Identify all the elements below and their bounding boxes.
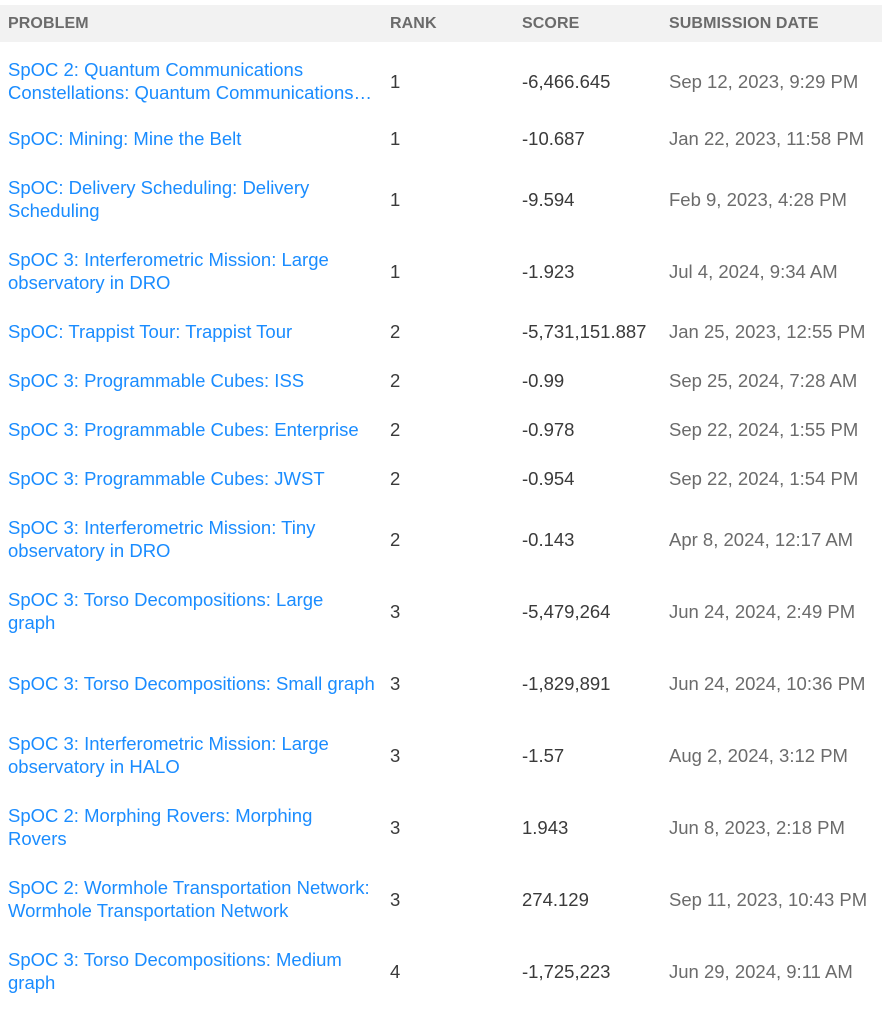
leaderboard-table: PROBLEM RANK SCORE SUBMISSION DATE SpOC …	[0, 5, 882, 1007]
cell-score: -0.143	[522, 528, 575, 550]
cell-problem: SpOC 2: Morphing Rovers: Morphing Rovers	[0, 791, 383, 863]
column-header-score[interactable]: SCORE	[522, 14, 580, 32]
column-header-problem[interactable]: PROBLEM	[8, 14, 89, 32]
cell-score: 274.129	[522, 888, 589, 910]
problem-link[interactable]: SpOC 2: Wormhole Transportation Network:…	[8, 877, 370, 921]
table-row: SpOC 3: Torso Decompositions: Small grap…	[0, 647, 882, 719]
problem-link[interactable]: SpOC 3: Torso Decompositions: Small grap…	[8, 672, 375, 694]
table-row: SpOC 2: Wormhole Transportation Network:…	[0, 863, 882, 935]
cell-rank: 2	[390, 419, 401, 440]
cell-problem: SpOC 2: Quantum Communications Constella…	[0, 42, 383, 114]
cell-problem: SpOC 3: Torso Decompositions: Large grap…	[0, 575, 383, 647]
cell-submission-date: Sep 25, 2024, 7:28 AM	[669, 370, 858, 391]
cell-problem: SpOC 3: Torso Decompositions: Small grap…	[0, 647, 383, 719]
table-row: SpOC: Mining: Mine the Belt 1 -10.687 Jan 2…	[0, 114, 882, 163]
cell-rank: 2	[390, 321, 401, 342]
table-header-row: PROBLEM RANK SCORE SUBMISSION DATE	[0, 5, 882, 42]
problem-link[interactable]: SpOC 3: Torso Decompositions: Large grap…	[8, 589, 324, 633]
cell-problem: SpOC 2: Wormhole Transportation Network:…	[0, 863, 383, 935]
cell-problem: SpOC: Trappist Tour: Trappist Tour	[0, 307, 383, 356]
cell-problem: SpOC 3: Interferometric Mission: Tiny ob…	[0, 503, 383, 575]
problem-link[interactable]: SpOC 3: Interferometric Mission: Large o…	[8, 249, 329, 293]
cell-problem: SpOC 3: Programmable Cubes: ISS	[0, 356, 383, 405]
column-header-submission-date[interactable]: SUBMISSION DATE	[669, 14, 819, 32]
cell-problem: SpOC: Delivery Scheduling: Delivery Sche…	[0, 163, 383, 235]
cell-problem: SpOC 3: Programmable Cubes: JWST	[0, 454, 383, 503]
cell-rank: 1	[390, 188, 401, 210]
cell-rank: 3	[390, 744, 401, 766]
cell-score: -5,479,264	[522, 600, 611, 622]
cell-score: -0.954	[522, 468, 575, 489]
table-row: SpOC 3: Programmable Cubes: Enterprise 2 -…	[0, 405, 882, 454]
table-row: SpOC 2: Morphing Rovers: Morphing Rovers…	[0, 791, 882, 863]
cell-score: -1.57	[522, 744, 565, 766]
cell-problem: SpOC 3: Programmable Cubes: Enterprise	[0, 405, 383, 454]
problem-link[interactable]: SpOC 2: Quantum Communications Constella…	[8, 59, 354, 103]
cell-score: -1,725,223	[522, 960, 611, 982]
cell-submission-date: Jun 24, 2024, 10:36 PM	[669, 672, 866, 694]
cell-score: -6,466.645	[522, 70, 611, 92]
cell-submission-date: Aug 2, 2024, 3:12 PM	[669, 744, 848, 766]
cell-score: -10.687	[522, 128, 585, 149]
cell-problem: SpOC 3: Interferometric Mission: Large o…	[0, 719, 383, 791]
table-row: SpOC 3: Interferometric Mission: Large o…	[0, 235, 882, 307]
problem-link[interactable]: SpOC: Mining: Mine the Belt	[8, 128, 242, 149]
problem-link[interactable]: SpOC 3: Programmable Cubes: Enterprise	[8, 419, 359, 440]
cell-rank: 2	[390, 528, 401, 550]
table-row: SpOC 3: Interferometric Mission: Large o…	[0, 719, 882, 791]
cell-rank: 3	[390, 672, 401, 694]
cell-submission-date: Sep 12, 2023, 9:29 PM	[669, 70, 859, 92]
problem-link[interactable]: SpOC 3: Interferometric Mission: Tiny ob…	[8, 517, 316, 561]
cell-rank: 4	[390, 960, 401, 982]
cell-submission-date: Jan 22, 2023, 11:58 PM	[669, 128, 865, 149]
cell-score: -1.923	[522, 260, 575, 282]
table-row: SpOC 3: Torso Decompositions: Medium gra…	[0, 935, 882, 1007]
cell-problem: SpOC: Mining: Mine the Belt	[0, 114, 383, 163]
cell-rank: 2	[390, 468, 401, 489]
table-row: SpOC 3: Programmable Cubes: ISS 2 -0.99 Sep…	[0, 356, 882, 405]
problem-link[interactable]: SpOC 3: Programmable Cubes: JWST	[8, 468, 325, 489]
cell-submission-date: Jun 24, 2024, 2:49 PM	[669, 600, 856, 622]
cell-score: -1,829,891	[522, 672, 611, 694]
cell-submission-date: Apr 8, 2024, 12:17 AM	[669, 528, 854, 550]
cell-submission-date: Jun 29, 2024, 9:11 AM	[669, 960, 853, 982]
cell-rank: 2	[390, 370, 401, 391]
cell-submission-date: Jul 4, 2024, 9:34 AM	[669, 260, 838, 282]
cell-rank: 3	[390, 600, 401, 622]
cell-score: 1.943	[522, 816, 569, 838]
problem-link[interactable]: SpOC 2: Morphing Rovers: Morphing Rovers	[8, 805, 313, 849]
problem-link[interactable]: SpOC 3: Programmable Cubes: ISS	[8, 370, 305, 391]
cell-score: -0.978	[522, 419, 575, 440]
cell-rank: 3	[390, 888, 401, 910]
cell-submission-date: Sep 22, 2024, 1:55 PM	[669, 419, 859, 440]
cell-score: -0.99	[522, 370, 565, 391]
table-row: SpOC 3: Programmable Cubes: JWST 2 -0.954 S…	[0, 454, 882, 503]
cell-rank: 1	[390, 260, 401, 282]
cell-score: -5,731,151.887	[522, 321, 647, 342]
problem-link[interactable]: SpOC: Delivery Scheduling: Delivery Sche…	[8, 177, 310, 221]
cell-submission-date: Jan 25, 2023, 12:55 PM	[669, 321, 866, 342]
cell-submission-date: Jun 8, 2023, 2:18 PM	[669, 816, 845, 838]
problem-link[interactable]: SpOC 3: Interferometric Mission: Large o…	[8, 733, 329, 777]
table-row: SpOC: Trappist Tour: Trappist Tour 2 -5,73…	[0, 307, 882, 356]
cell-rank: 3	[390, 816, 401, 838]
cell-score: -9.594	[522, 188, 575, 210]
cell-submission-date: Sep 22, 2024, 1:54 PM	[669, 468, 859, 489]
cell-submission-date: Feb 9, 2023, 4:28 PM	[669, 188, 847, 210]
table-row: SpOC 2: Quantum Communications Constella…	[0, 42, 882, 114]
cell-submission-date: Sep 11, 2023, 10:43 PM	[669, 888, 868, 910]
column-header-rank[interactable]: RANK	[390, 14, 437, 32]
problem-link[interactable]: SpOC: Trappist Tour: Trappist Tour	[8, 321, 293, 342]
problem-link[interactable]: SpOC 3: Torso Decompositions: Medium gra…	[8, 949, 342, 993]
table-row: SpOC 3: Torso Decompositions: Large grap…	[0, 575, 882, 647]
cell-rank: 1	[390, 70, 401, 92]
cell-problem: SpOC 3: Interferometric Mission: Large o…	[0, 235, 383, 307]
cell-problem: SpOC 3: Torso Decompositions: Medium gra…	[0, 935, 383, 1007]
cell-rank: 1	[390, 128, 401, 149]
table-row: SpOC: Delivery Scheduling: Delivery Sche…	[0, 163, 882, 235]
table-row: SpOC 3: Interferometric Mission: Tiny ob…	[0, 503, 882, 575]
